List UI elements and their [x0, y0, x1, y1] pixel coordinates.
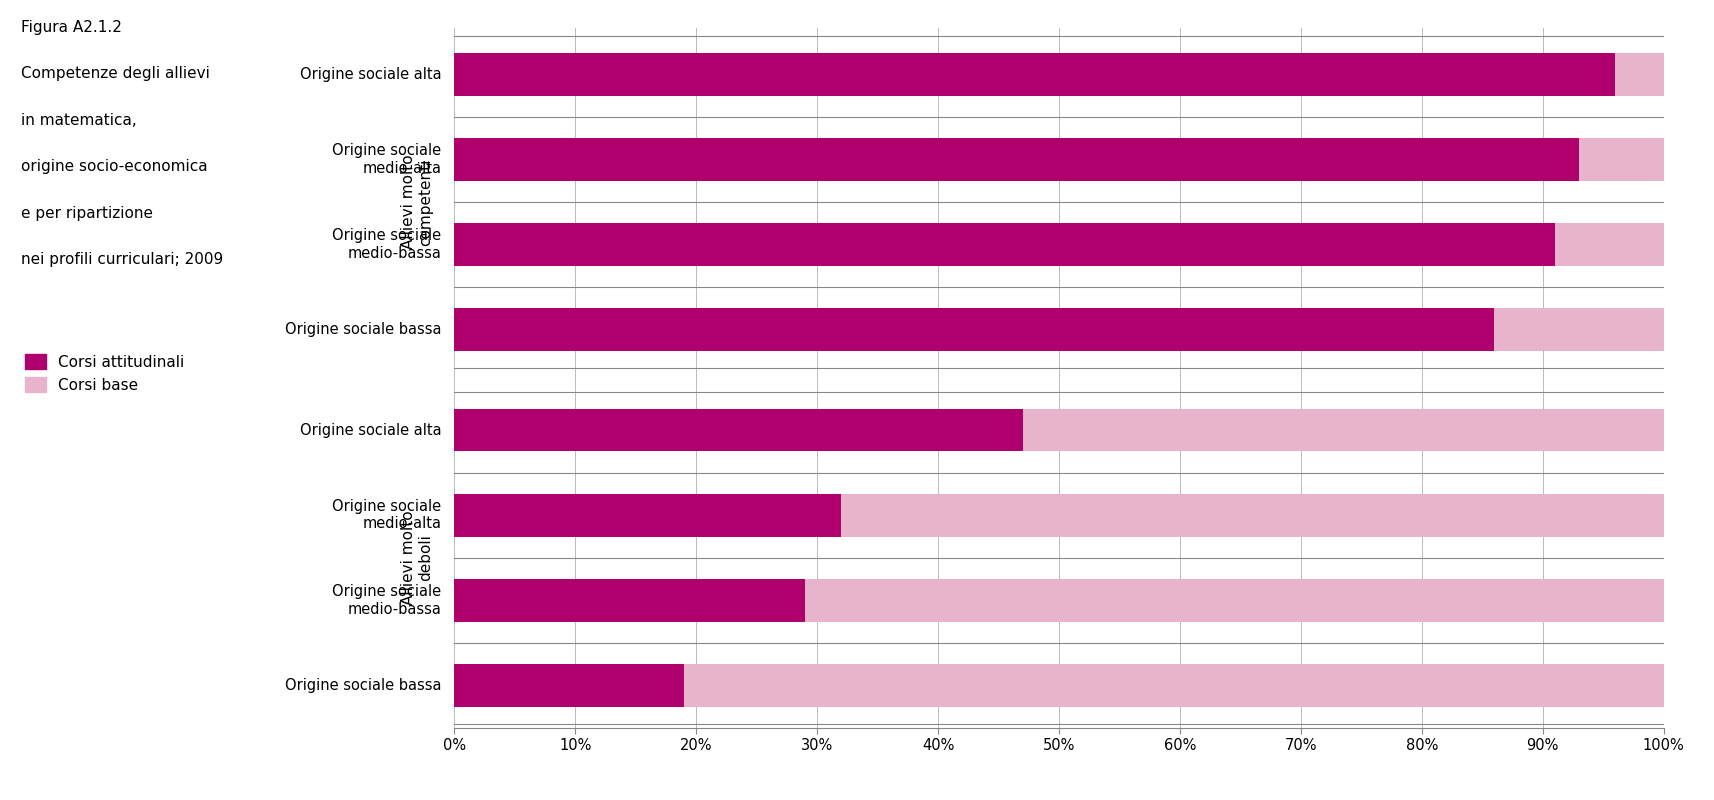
- Text: Allievi molto
deboli: Allievi molto deboli: [401, 510, 432, 605]
- Bar: [804, 579, 1663, 622]
- Bar: [684, 664, 1663, 706]
- Bar: [454, 138, 1579, 181]
- Bar: [454, 579, 804, 622]
- Bar: [454, 53, 1615, 96]
- Bar: [454, 494, 842, 537]
- Bar: [454, 664, 684, 706]
- Text: Competenze degli allievi: Competenze degli allievi: [21, 66, 209, 82]
- Text: in matematica,: in matematica,: [21, 113, 135, 128]
- Text: Figura A2.1.2: Figura A2.1.2: [21, 20, 122, 35]
- Bar: [1493, 308, 1663, 351]
- Bar: [842, 494, 1663, 537]
- Bar: [1555, 223, 1663, 266]
- Bar: [1579, 138, 1663, 181]
- Text: nei profili curriculari; 2009: nei profili curriculari; 2009: [21, 252, 223, 267]
- Text: Allievi molto
competenti: Allievi molto competenti: [401, 154, 432, 250]
- Bar: [454, 409, 1022, 451]
- Bar: [1615, 53, 1663, 96]
- Text: e per ripartizione: e per ripartizione: [21, 206, 153, 221]
- Text: origine socio-economica: origine socio-economica: [21, 159, 207, 174]
- Bar: [1022, 409, 1663, 451]
- Legend: Corsi attitudinali, Corsi base: Corsi attitudinali, Corsi base: [24, 354, 185, 393]
- Bar: [454, 223, 1555, 266]
- Bar: [454, 308, 1493, 351]
